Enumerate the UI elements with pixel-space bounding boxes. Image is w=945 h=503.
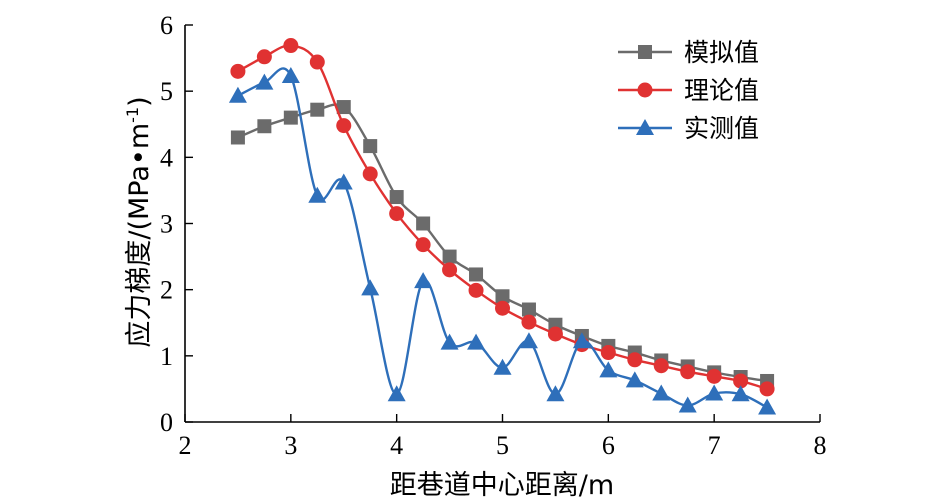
series-2: [230, 38, 775, 397]
data-point: [257, 119, 272, 134]
data-point: [706, 368, 722, 384]
legend-marker: [637, 82, 653, 98]
data-point: [467, 333, 486, 350]
data-point: [678, 396, 697, 413]
data-point: [600, 345, 616, 361]
series-1: [230, 100, 775, 388]
y-tick-label: 2: [160, 276, 173, 305]
data-point: [733, 373, 749, 389]
y-axis-title: 应力梯度/(MPa•m-1): [123, 96, 155, 347]
data-point: [309, 54, 325, 70]
data-point: [442, 262, 458, 278]
data-point: [230, 63, 246, 79]
data-point: [547, 326, 563, 342]
data-point: [283, 38, 299, 54]
y-tick-label: 1: [160, 342, 173, 371]
data-point: [363, 139, 378, 154]
data-point: [308, 186, 327, 203]
data-point: [389, 190, 404, 205]
data-point: [625, 371, 644, 388]
data-point: [228, 86, 247, 103]
data-point: [281, 66, 300, 83]
data-point: [415, 237, 431, 253]
y-axis-title-main: 应力梯度/(MPa•m: [124, 123, 155, 348]
data-point: [389, 206, 405, 222]
x-tick-label: 4: [390, 431, 403, 460]
data-point: [336, 100, 351, 115]
series-3: [228, 66, 777, 415]
data-point: [336, 118, 352, 134]
y-axis-title-sup: -1: [123, 107, 142, 123]
data-point: [361, 279, 380, 296]
y-tick-label: 6: [160, 11, 173, 40]
data-point: [283, 110, 298, 125]
x-tick-label: 2: [179, 431, 192, 460]
data-point: [572, 332, 591, 349]
y-tick-label: 4: [160, 143, 173, 172]
series-line: [237, 103, 768, 383]
data-point: [256, 49, 272, 65]
x-tick-label: 7: [708, 431, 721, 460]
plot-area: [228, 38, 777, 415]
data-point: [731, 385, 750, 402]
x-tick-label: 6: [602, 431, 615, 460]
data-point: [652, 384, 671, 401]
legend-label: 理论值: [684, 76, 759, 105]
data-point: [759, 381, 775, 397]
legend-marker: [638, 45, 652, 59]
y-tick-label: 3: [160, 210, 173, 239]
data-point: [468, 282, 484, 298]
data-point: [758, 398, 777, 415]
data-point: [414, 272, 433, 289]
data-point: [469, 267, 484, 282]
legend-label: 实测值: [684, 114, 759, 143]
data-point: [442, 249, 457, 264]
x-tick-label: 5: [496, 431, 509, 460]
data-point: [521, 314, 537, 330]
data-point: [255, 73, 274, 90]
x-ticks: 2 3 4 5 6 7 8: [179, 414, 827, 460]
data-point: [495, 289, 510, 304]
y-tick-label: 5: [160, 77, 173, 106]
data-point: [416, 216, 431, 231]
data-point: [680, 364, 696, 380]
x-tick-label: 3: [284, 431, 297, 460]
data-point: [519, 332, 538, 349]
data-point: [493, 358, 512, 375]
data-point: [387, 385, 406, 402]
data-point: [230, 130, 245, 145]
legend-label: 模拟值: [684, 38, 759, 67]
data-point: [310, 102, 325, 117]
x-axis-title: 距巷道中心距离/m: [390, 470, 614, 501]
data-point: [334, 173, 353, 190]
legend-marker: [636, 119, 654, 135]
data-point: [546, 385, 565, 402]
data-point: [440, 333, 459, 350]
y-ticks: 0 1 2 3 4 5 6: [160, 11, 193, 437]
y-axis-title-close: ): [124, 96, 155, 107]
data-point: [627, 352, 643, 368]
data-point: [705, 384, 724, 401]
data-point: [362, 166, 378, 182]
data-point: [653, 358, 669, 374]
data-point: [599, 361, 618, 378]
data-point: [521, 302, 536, 317]
data-point: [495, 300, 510, 316]
y-tick-label: 0: [160, 408, 173, 437]
x-tick-label: 8: [814, 431, 827, 460]
